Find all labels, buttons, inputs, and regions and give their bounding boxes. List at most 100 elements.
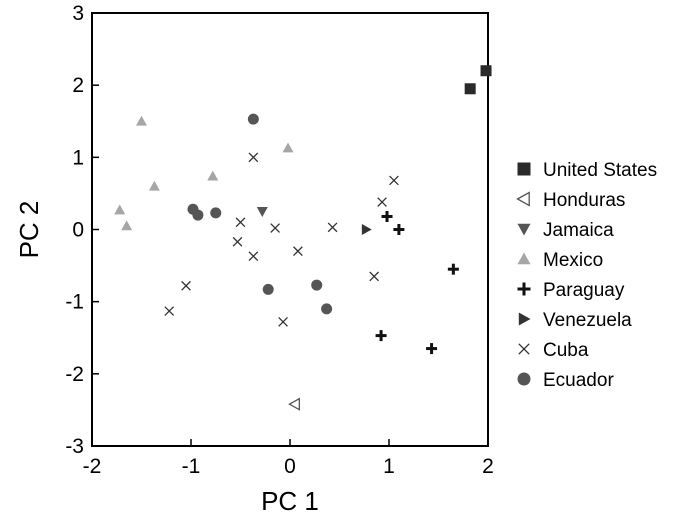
x-tick-label: 1: [383, 455, 395, 478]
y-tick-label: 0: [72, 219, 84, 242]
point-ecuador: [262, 283, 274, 295]
point-cuba: [377, 197, 387, 207]
marker-shape: [516, 191, 530, 207]
x-axis-title: PC 1: [261, 486, 319, 516]
legend-item-venezuela: Venezuela: [518, 310, 632, 331]
point-united-states: [464, 83, 476, 95]
legend-marker-cuba: [518, 343, 530, 355]
y-tick-label: -1: [65, 291, 84, 314]
point-ecuador: [247, 113, 259, 125]
marker-stroke: [377, 197, 387, 207]
legend-label: Cuba: [543, 340, 589, 361]
y-tick-label: 1: [72, 146, 84, 169]
legend-marker-mexico: [517, 252, 531, 265]
marker-stroke: [235, 217, 246, 228]
point-cuba: [293, 246, 303, 257]
point-cuba: [327, 222, 338, 233]
point-cuba: [181, 280, 191, 291]
marker-shape: [321, 303, 333, 315]
x-tick-label: -2: [83, 455, 102, 478]
legend-label: Honduras: [543, 190, 625, 211]
point-cuba: [248, 251, 259, 262]
legend-label: Venezuela: [543, 310, 632, 331]
marker-shape: [256, 207, 268, 217]
legend-label: Mexico: [543, 250, 603, 271]
point-paraguay: [447, 263, 459, 275]
legend-item-jamaica: Jamaica: [517, 220, 614, 241]
point-cuba: [248, 152, 259, 163]
marker-stroke: [164, 306, 175, 316]
marker-stroke: [248, 251, 259, 262]
legend-item-mexico: Mexico: [517, 250, 603, 271]
marker-shape: [262, 283, 274, 295]
marker-shape: [288, 397, 301, 411]
point-jamaica: [256, 207, 268, 217]
marker-stroke: [327, 222, 338, 233]
legend-item-honduras: Honduras: [516, 190, 625, 211]
point-paraguay: [381, 211, 393, 223]
point-mexico: [282, 142, 294, 153]
marker-stroke: [270, 223, 281, 233]
y-tick-label: -2: [65, 363, 84, 386]
marker-stroke: [232, 236, 243, 247]
legend-marker-united-states: [517, 162, 531, 176]
marker-stroke: [181, 280, 191, 291]
marker-stroke: [293, 246, 303, 257]
legend-label: United States: [543, 160, 657, 181]
marker-stroke: [278, 317, 288, 327]
marker-shape: [247, 113, 259, 125]
marker-shape: [517, 372, 531, 386]
point-cuba: [389, 175, 399, 186]
legend-marker-honduras: [516, 191, 530, 207]
point-cuba: [232, 236, 243, 247]
marker-shape: [517, 162, 531, 176]
legend-marker-jamaica: [517, 223, 531, 236]
point-ecuador: [210, 207, 222, 219]
marker-shape: [148, 180, 160, 191]
legend-item-ecuador: Ecuador: [517, 370, 614, 391]
marker-shape: [282, 142, 294, 153]
y-tick-label: 3: [72, 2, 84, 25]
point-ecuador: [311, 279, 323, 291]
legend-item-paraguay: Paraguay: [517, 280, 625, 301]
point-cuba: [278, 317, 288, 327]
legend-item-cuba: Cuba: [518, 340, 589, 361]
point-venezuela: [361, 224, 372, 235]
y-axis-title: PC 2: [14, 201, 44, 259]
point-ecuador: [192, 209, 204, 221]
marker-shape: [121, 220, 133, 231]
point-paraguay: [393, 224, 405, 235]
point-paraguay: [375, 330, 387, 342]
marker-stroke: [518, 343, 530, 355]
marker-stroke: [369, 271, 380, 282]
legend-marker-paraguay: [517, 282, 531, 296]
plot-frame: [91, 12, 489, 447]
x-tick-label: -1: [182, 455, 201, 478]
point-honduras: [288, 397, 301, 411]
marker-shape: [207, 170, 219, 181]
point-ecuador: [321, 303, 333, 315]
y-tick-label: -3: [65, 435, 84, 458]
marker-stroke: [389, 175, 399, 186]
marker-shape: [517, 252, 531, 265]
marker-shape: [361, 224, 372, 235]
point-mexico: [121, 220, 133, 231]
marker-shape: [192, 209, 204, 221]
point-mexico: [136, 115, 147, 126]
legend-marker-ecuador: [517, 372, 531, 386]
legend-marker-venezuela: [518, 312, 531, 326]
marker-shape: [480, 65, 492, 77]
marker-shape: [517, 223, 531, 236]
marker-shape: [114, 204, 126, 215]
point-united-states: [480, 65, 492, 77]
point-paraguay: [426, 343, 438, 355]
point-cuba: [164, 306, 175, 316]
data-points: [114, 65, 492, 411]
marker-shape: [210, 207, 222, 219]
y-tick-label: 2: [72, 74, 84, 97]
marker-shape: [518, 312, 531, 326]
marker-shape: [464, 83, 476, 95]
marker-shape: [311, 279, 323, 291]
